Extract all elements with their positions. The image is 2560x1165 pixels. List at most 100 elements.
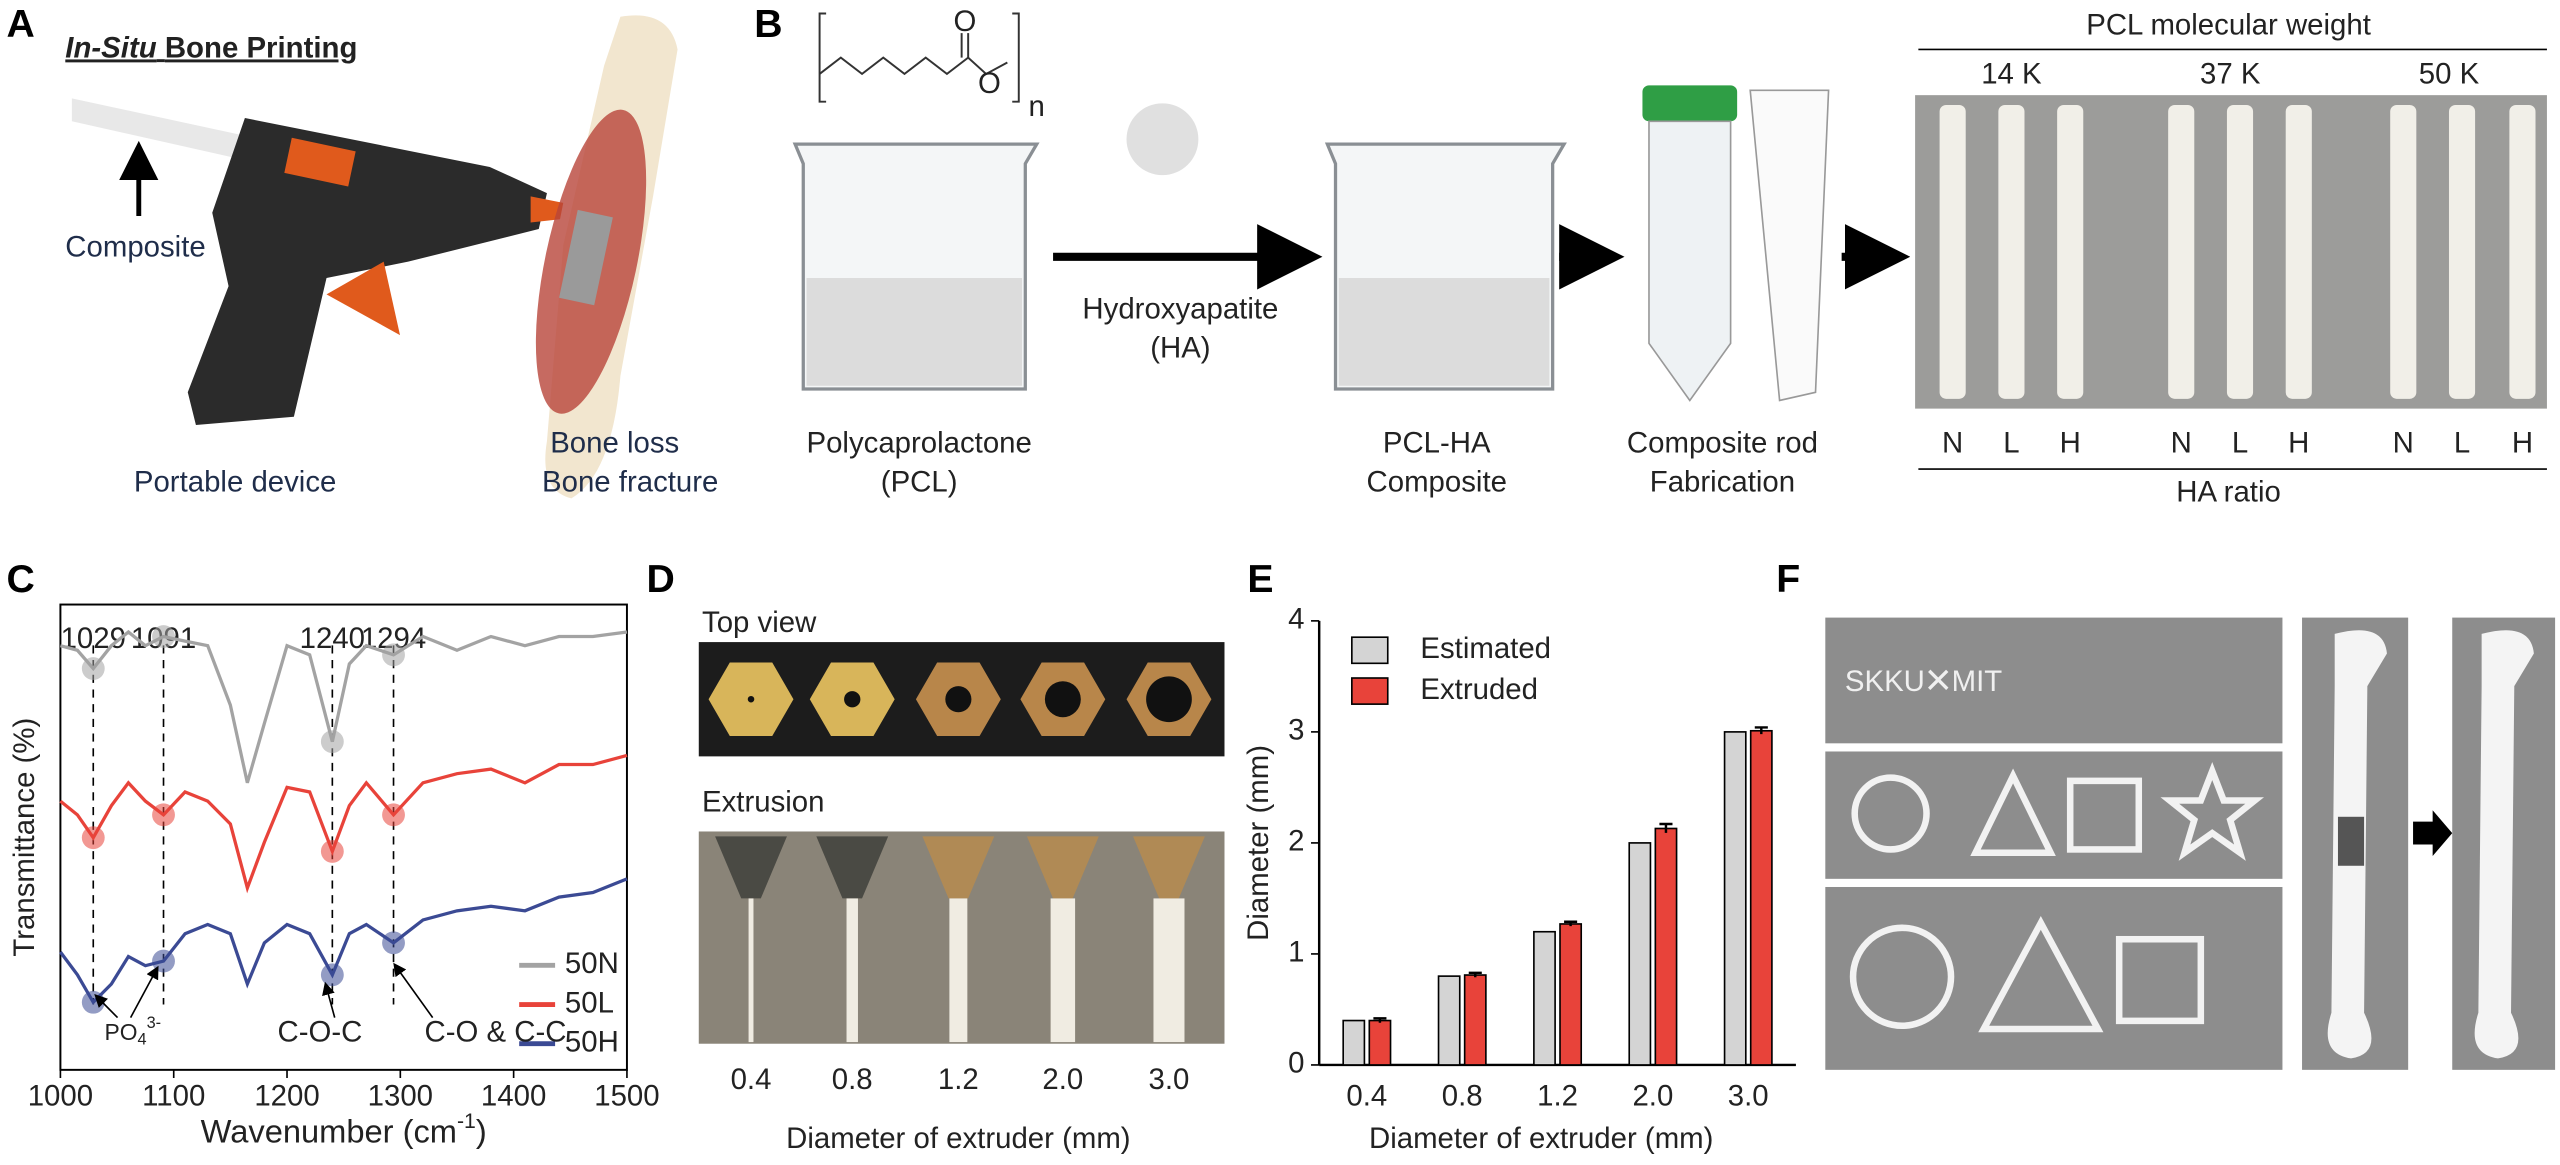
panel-label: E	[1247, 558, 1273, 601]
beakers	[792, 103, 1567, 391]
band-label: C-O-C	[278, 1016, 363, 1049]
x-tick-label: 1300	[368, 1079, 433, 1112]
panel-label: B	[754, 3, 782, 46]
panel-label: F	[1776, 558, 1800, 601]
band-label-part: 4	[138, 1031, 147, 1049]
x-tick-label: 1200	[254, 1079, 319, 1112]
annotation-arrow	[322, 981, 336, 1018]
step-label: Composite	[1367, 465, 1507, 498]
peak-marker	[152, 949, 175, 973]
error-bar	[1468, 971, 1482, 978]
error-bar	[1659, 822, 1673, 833]
peak-label: 1029	[61, 622, 126, 655]
x-axis-label-part: -1	[457, 1110, 476, 1133]
bar	[1368, 1019, 1392, 1066]
y-tick-label: 3	[1288, 714, 1304, 747]
spectrum-line	[59, 629, 628, 784]
printed-shapes-photos	[1825, 617, 2556, 1070]
peak-marker	[81, 657, 105, 680]
y-tick-label: 2	[1288, 825, 1304, 858]
pcl-structure	[818, 12, 1020, 103]
peak-marker	[382, 643, 405, 667]
filament	[748, 898, 754, 1043]
peak-marker	[152, 625, 175, 648]
legend-label: Estimated	[1420, 632, 1551, 665]
ratio-label: L	[2003, 426, 2019, 459]
mw-label: 14 K	[1981, 57, 2042, 90]
band-label: PO43-	[104, 1014, 161, 1048]
size-label: 1.2	[938, 1063, 979, 1096]
bar	[1628, 842, 1652, 1066]
mw-label: 37 K	[2200, 57, 2261, 90]
structure-atom: O	[978, 67, 1001, 100]
mw-title: PCL molecular weight	[2086, 8, 2371, 41]
error-bar	[1754, 726, 1768, 735]
peak-marker	[81, 826, 105, 850]
view-label: Extrusion	[702, 785, 824, 818]
band-label-part: 3-	[147, 1014, 162, 1032]
peak-marker	[382, 931, 405, 955]
structure-subscript: n	[1029, 90, 1045, 123]
filament	[1153, 898, 1185, 1043]
y-tick-label: 0	[1288, 1047, 1304, 1080]
x-tick-label: 1400	[481, 1079, 546, 1112]
ratio-label: H	[2512, 426, 2533, 459]
bar	[1559, 923, 1583, 1066]
input-label: Composite	[65, 230, 205, 263]
annotation-arrow	[393, 962, 434, 1019]
nozzle-side	[715, 836, 787, 899]
peak-marker	[320, 730, 344, 754]
nozzle-side	[922, 836, 995, 899]
ratio-label: N	[1942, 426, 1963, 459]
size-label: 0.4	[731, 1063, 772, 1096]
nozzle-side	[1133, 836, 1205, 899]
rod	[2509, 104, 2536, 399]
panel-label: D	[647, 558, 675, 601]
legend-label: 50H	[565, 1025, 619, 1058]
band-label: C-O & C-C	[424, 1016, 566, 1049]
panel-label: A	[7, 3, 35, 46]
ratio-label: L	[2232, 426, 2248, 459]
y-axis-label: Diameter (mm)	[1242, 745, 1275, 941]
filament	[1050, 898, 1076, 1043]
nozzle-hole	[1146, 676, 1192, 723]
step-label: Hydroxyapatite	[1082, 292, 1278, 325]
bar	[1654, 827, 1678, 1066]
x-tick-label: 1500	[594, 1079, 659, 1112]
mw-label: 50 K	[2419, 57, 2480, 90]
x-axis-label-part: Wavenumber (cm	[201, 1112, 457, 1149]
annotation-arrow	[129, 965, 159, 1018]
step-label: PCL-HA	[1383, 426, 1491, 459]
view-label: Top view	[702, 606, 817, 639]
x-tick-label: 1100	[142, 1079, 205, 1112]
nozzle-hole	[945, 686, 972, 713]
x-axis-label: Diameter of extruder (mm)	[1369, 1122, 1713, 1155]
axis-label: Diameter of extruder (mm)	[786, 1122, 1130, 1155]
nozzle-side	[816, 836, 889, 899]
y-tick-label: 1	[1288, 936, 1304, 969]
x-axis-label: Wavenumber (cm-1)	[201, 1110, 487, 1149]
bar	[1437, 975, 1461, 1066]
step-label: Fabrication	[1650, 465, 1795, 498]
device-label: Portable device	[134, 465, 336, 498]
bar	[1342, 1019, 1366, 1066]
filament	[949, 898, 968, 1043]
size-label: 2.0	[1042, 1063, 1083, 1096]
rod	[2285, 104, 2312, 399]
legend-label: Extruded	[1420, 673, 1538, 706]
legend-swatch	[1351, 636, 1389, 665]
panel-a-title: In-Situ Bone Printing	[65, 31, 357, 64]
printed-word: SKKU	[1845, 665, 1925, 698]
x-tick-label: 3.0	[1728, 1079, 1769, 1112]
peak-marker	[152, 803, 175, 827]
ratio-label: L	[2454, 426, 2470, 459]
rod	[1939, 104, 1966, 399]
bar	[1533, 930, 1556, 1066]
peak-marker	[320, 839, 344, 863]
x-tick-label: 1.2	[1537, 1079, 1578, 1112]
nozzle-hole	[844, 691, 861, 708]
size-label: 3.0	[1149, 1063, 1190, 1096]
x-tick-label: 2.0	[1632, 1079, 1673, 1112]
x-axis-label-part: )	[476, 1112, 487, 1149]
structure-atom: O	[953, 5, 976, 38]
